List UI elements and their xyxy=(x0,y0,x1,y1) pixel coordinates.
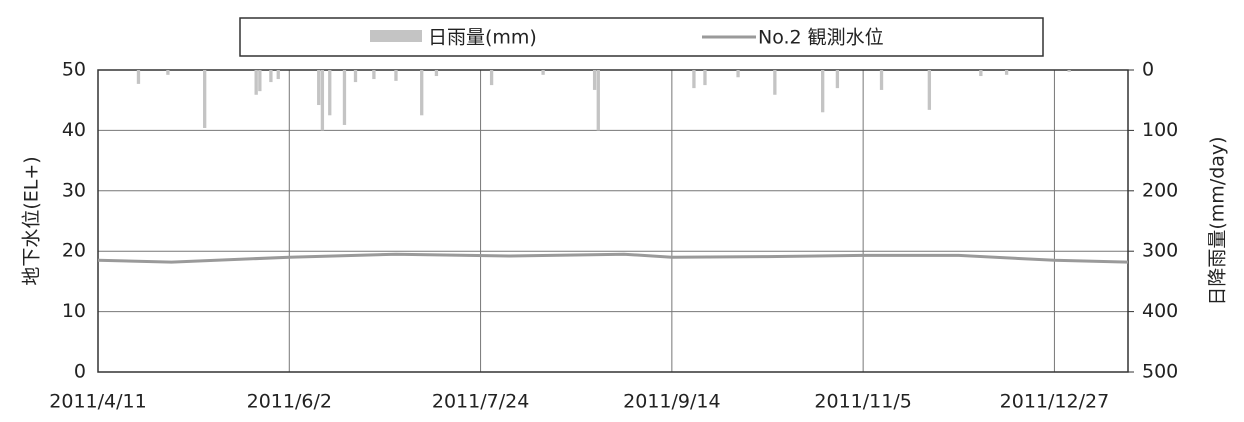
y2-tick-label: 100 xyxy=(1142,119,1178,141)
x-tick-label: 2011/4/11 xyxy=(49,391,146,413)
rain-bar xyxy=(703,70,707,86)
rain-bar xyxy=(489,70,494,86)
rain-bar xyxy=(835,70,840,89)
rain-bar xyxy=(420,70,424,116)
x-tick-label: 2011/9/14 xyxy=(623,391,720,413)
y2-tick-label: 0 xyxy=(1142,59,1154,81)
y2-axis-label: 日降雨量(mm/day) xyxy=(1207,136,1229,305)
rain-bar xyxy=(541,70,545,75)
x-tick-label: 2011/6/2 xyxy=(247,391,332,413)
rain-bar xyxy=(320,70,325,131)
rain-bar xyxy=(353,70,358,83)
y-tick-label: 40 xyxy=(62,119,86,141)
rain-bar xyxy=(394,70,398,81)
rain-bar xyxy=(372,70,376,80)
rain-bar xyxy=(592,70,597,90)
y-axis-label: 地下水位(EL+) xyxy=(21,156,43,285)
rain-bar xyxy=(203,70,207,128)
rain-bar xyxy=(773,70,777,95)
rain-bar xyxy=(879,70,884,90)
rain-bar xyxy=(136,70,141,84)
y-tick-label: 30 xyxy=(62,179,86,201)
y-tick-label: 20 xyxy=(62,240,86,262)
y2-tick-label: 400 xyxy=(1142,300,1178,322)
x-tick-label: 2011/11/5 xyxy=(814,391,911,413)
x-tick-label: 2011/7/24 xyxy=(432,391,529,413)
rain-bar xyxy=(821,70,825,113)
plot-frame xyxy=(97,69,1129,373)
rain-bar xyxy=(269,70,273,83)
x-tick-label: 2011/12/27 xyxy=(1000,391,1110,413)
y-tick-label: 10 xyxy=(62,300,86,322)
rain-bar xyxy=(1067,70,1071,72)
y-tick-label: 0 xyxy=(74,361,86,383)
rain-bar xyxy=(596,70,600,131)
y2-tick-label: 300 xyxy=(1142,240,1178,262)
rain-bar xyxy=(166,70,170,75)
legend-box xyxy=(239,17,1044,57)
legend-label: 日雨量(mm) xyxy=(428,27,537,49)
rain-bar xyxy=(328,70,332,116)
rain-bar xyxy=(254,70,258,95)
rain-bar xyxy=(258,70,262,92)
rain-bar xyxy=(342,70,347,125)
legend-label: No.2 観測水位 xyxy=(758,27,884,49)
y2-tick-label: 200 xyxy=(1142,179,1178,201)
legend-swatch xyxy=(370,30,422,42)
rain-bar xyxy=(979,70,983,77)
rain-bar xyxy=(317,70,321,106)
rain-bar xyxy=(927,70,932,110)
rain-bar xyxy=(736,70,740,78)
rain-bar xyxy=(1004,70,1009,75)
rain-bar xyxy=(692,70,696,89)
y-tick-label: 50 xyxy=(62,59,86,81)
rain-bar xyxy=(434,70,439,77)
water-level-line xyxy=(97,252,1129,264)
y2-tick-label: 500 xyxy=(1142,361,1178,383)
rain-bar xyxy=(276,70,280,80)
